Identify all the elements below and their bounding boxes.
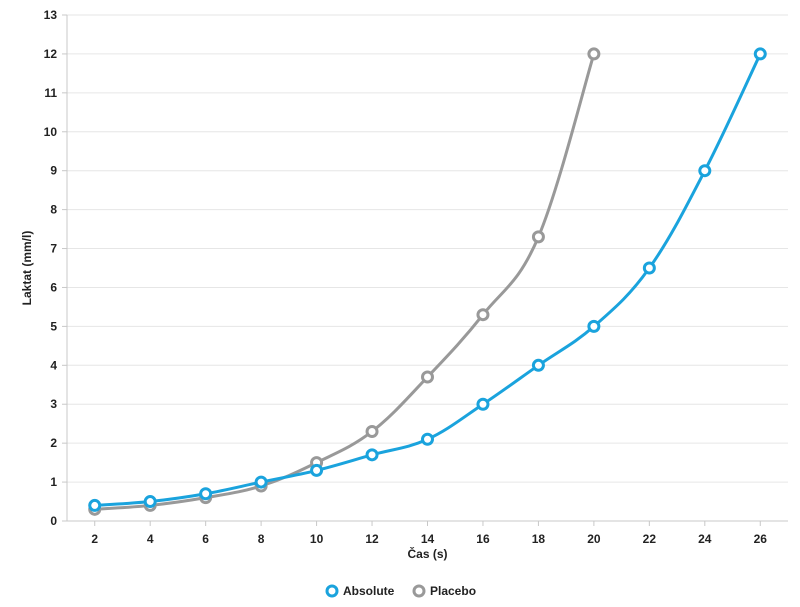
data-point[interactable] (254, 475, 268, 489)
data-point[interactable] (421, 432, 434, 446)
x-tick-label: 8 (258, 532, 265, 546)
x-tick-label: 12 (365, 532, 379, 546)
x-tick-label: 14 (421, 532, 435, 546)
y-tick-label: 6 (50, 280, 57, 294)
series-line (93, 52, 762, 507)
y-tick-label: 12 (44, 47, 58, 61)
legend-label: Placebo (430, 584, 476, 598)
y-tick-label: 9 (50, 164, 57, 178)
legend-item-placebo[interactable]: Placebo (412, 584, 476, 598)
y-tick-label: 11 (44, 86, 57, 100)
data-point[interactable] (587, 319, 601, 333)
x-tick-label: 2 (91, 532, 98, 546)
data-point[interactable] (753, 47, 767, 61)
x-tick-label: 4 (147, 532, 154, 546)
y-tick-label: 13 (44, 8, 58, 22)
data-point[interactable] (421, 370, 434, 384)
y-tick-label: 8 (50, 203, 57, 217)
x-tick-label: 22 (643, 532, 657, 546)
data-point[interactable] (698, 164, 712, 178)
y-tick-label: 4 (50, 358, 57, 372)
legend-marker (412, 584, 426, 598)
data-point[interactable] (199, 487, 213, 501)
data-point[interactable] (587, 47, 601, 61)
data-point[interactable] (88, 498, 102, 512)
x-axis-title: Čas (s) (407, 546, 447, 561)
x-tick-label: 26 (754, 532, 768, 546)
x-tick-label: 10 (310, 532, 324, 546)
data-point[interactable] (642, 261, 656, 275)
data-point[interactable] (143, 495, 157, 509)
series-group (88, 47, 767, 516)
y-tick-label: 10 (44, 125, 58, 139)
x-tick-label: 6 (202, 532, 209, 546)
legend-marker (325, 584, 339, 598)
data-point[interactable] (365, 448, 379, 462)
y-tick-label: 2 (50, 436, 57, 450)
data-point[interactable] (310, 463, 324, 477)
y-tick-label: 0 (50, 514, 57, 528)
grid (67, 14, 788, 522)
data-point[interactable] (531, 358, 545, 372)
x-tick-label: 20 (587, 532, 601, 546)
x-tick-label: 18 (532, 532, 546, 546)
series-placebo (88, 47, 601, 516)
x-tick-label: 24 (698, 532, 712, 546)
y-axis-title: Laktat (mm/l) (20, 231, 34, 306)
data-point[interactable] (476, 397, 490, 411)
y-tick-label: 1 (50, 475, 57, 489)
series-absolute (88, 47, 767, 512)
series-line (93, 52, 596, 511)
x-tick-label: 16 (476, 532, 490, 546)
y-tick-label: 3 (50, 397, 57, 411)
y-tick-label: 7 (50, 242, 57, 256)
legend-label: Absolute (343, 584, 395, 598)
data-point[interactable] (365, 424, 379, 438)
legend-item-absolute[interactable]: Absolute (325, 584, 395, 598)
legend[interactable]: Absolute Placebo (325, 584, 476, 598)
data-point[interactable] (476, 308, 490, 322)
data-point[interactable] (531, 230, 545, 244)
y-tick-label: 5 (50, 319, 57, 333)
